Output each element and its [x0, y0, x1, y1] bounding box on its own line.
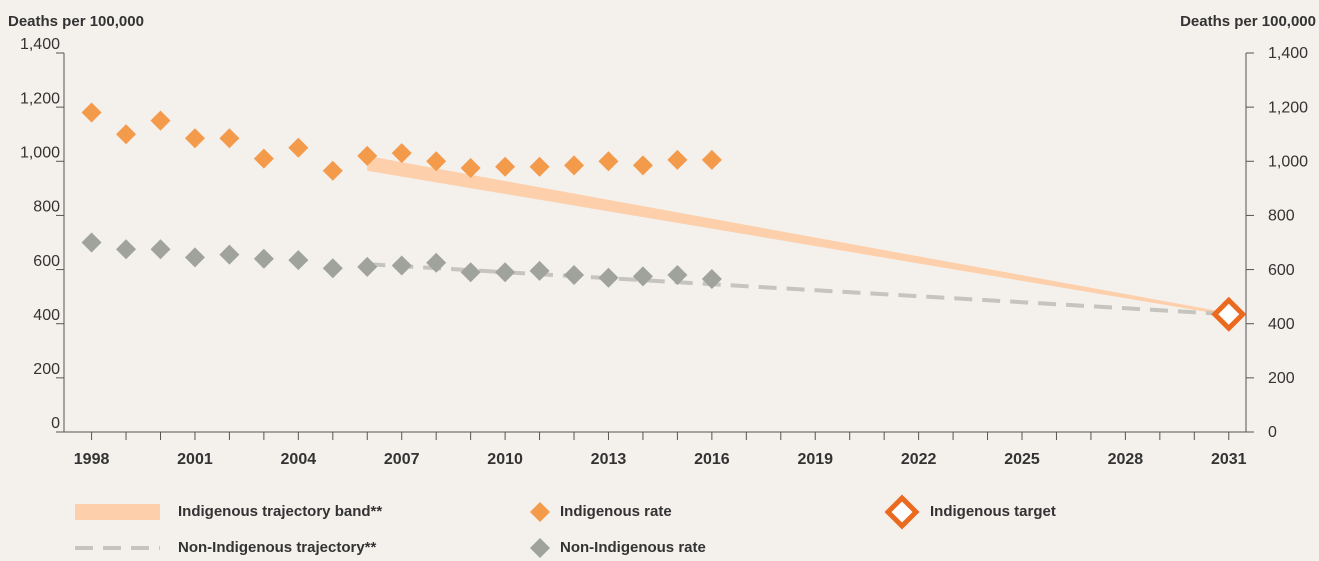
rate-point	[81, 232, 102, 253]
rate-point	[288, 137, 309, 158]
rate-point	[529, 156, 550, 177]
rate-point	[598, 151, 619, 172]
legend-label: Indigenous rate	[560, 503, 672, 520]
rate-point	[322, 258, 343, 279]
rate-point	[253, 248, 274, 269]
legend-swatch	[530, 502, 550, 522]
x-tick-label: 2004	[281, 451, 317, 468]
rate-point	[426, 252, 447, 273]
rate-point	[426, 151, 447, 172]
rate-point	[288, 250, 309, 271]
rate-point	[632, 266, 653, 287]
y2-tick-label: 0	[1268, 424, 1277, 441]
rate-point	[495, 262, 516, 283]
y2-tick-label: 400	[1268, 316, 1295, 333]
y-tick-label: 0	[51, 415, 60, 432]
rate-point	[701, 269, 722, 290]
rate-point	[701, 149, 722, 170]
trajectory-band	[367, 155, 1229, 316]
rate-point	[322, 160, 343, 181]
legend-label: Non-Indigenous rate	[560, 539, 706, 556]
legend-label: Indigenous trajectory band**	[178, 503, 382, 520]
rate-point	[460, 158, 481, 179]
rate-point	[253, 148, 274, 169]
y-tick-label: 1,000	[20, 145, 60, 162]
rate-point	[81, 102, 102, 123]
x-tick-label: 2019	[797, 451, 833, 468]
x-tick-label: 2013	[591, 451, 627, 468]
rate-point	[357, 145, 378, 166]
y2-tick-label: 1,200	[1268, 99, 1308, 116]
rate-point	[357, 256, 378, 277]
rate-point	[184, 128, 205, 149]
rate-point	[391, 255, 412, 276]
rate-point	[391, 143, 412, 164]
y-tick-label: 200	[33, 361, 60, 378]
x-tick-label: 2022	[901, 451, 937, 468]
y-tick-label: 400	[33, 307, 60, 324]
y2-tick-label: 600	[1268, 262, 1295, 279]
rate-point	[495, 156, 516, 177]
y2-tick-label: 800	[1268, 208, 1295, 225]
y2-tick-label: 200	[1268, 370, 1295, 387]
x-tick-label: 2016	[694, 451, 730, 468]
legend-label: Indigenous target	[930, 503, 1056, 520]
rate-point	[529, 260, 550, 281]
legend-swatch	[884, 494, 920, 530]
x-tick-label: 2010	[487, 451, 523, 468]
y-tick-label: 1,400	[20, 36, 60, 53]
y-axis-label: Deaths per 100,000	[8, 13, 144, 30]
rate-point	[460, 262, 481, 283]
rate-point	[150, 110, 171, 131]
y-tick-label: 1,200	[20, 90, 60, 107]
rate-point	[219, 244, 240, 265]
x-tick-label: 2007	[384, 451, 420, 468]
rate-point	[116, 239, 137, 260]
target-point	[1211, 296, 1247, 332]
rate-point	[667, 264, 688, 285]
y-tick-label: 600	[33, 253, 60, 270]
legend-swatch	[75, 504, 160, 520]
x-tick-label: 2025	[1004, 451, 1040, 468]
y2-tick-label: 1,400	[1268, 45, 1308, 62]
rate-point	[632, 155, 653, 176]
x-tick-label: 1998	[74, 451, 110, 468]
rate-point	[598, 267, 619, 288]
rate-point	[564, 264, 585, 285]
x-tick-label: 2028	[1108, 451, 1144, 468]
rate-point	[564, 155, 585, 176]
x-tick-label: 2001	[177, 451, 213, 468]
y2-axis-label: Deaths per 100,000	[1180, 13, 1316, 30]
rate-point	[116, 124, 137, 145]
x-tick-label: 2031	[1211, 451, 1247, 468]
rate-point	[150, 239, 171, 260]
legend-swatch	[530, 538, 550, 558]
legend-label: Non-Indigenous trajectory**	[178, 539, 377, 556]
y2-tick-label: 1,000	[1268, 154, 1308, 171]
rate-point	[667, 149, 688, 170]
rate-point	[219, 128, 240, 149]
rate-point	[184, 247, 205, 268]
y-tick-label: 800	[33, 199, 60, 216]
